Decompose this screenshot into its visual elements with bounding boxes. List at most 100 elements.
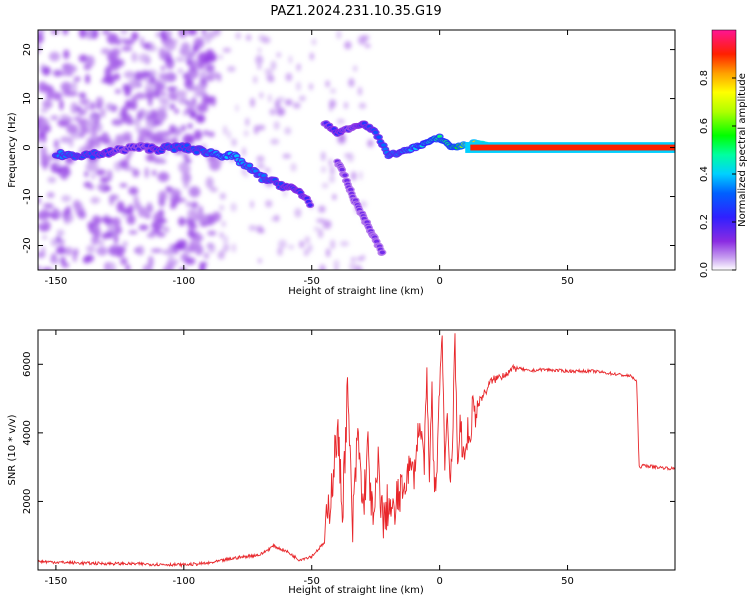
- noise-speck: [257, 258, 262, 264]
- noise-speck: [80, 126, 91, 135]
- top-y-ticks: -20 -10 0 10 20: [22, 43, 675, 254]
- noise-speck: [120, 30, 128, 35]
- noise-speck: [39, 208, 50, 220]
- noise-speck: [56, 167, 63, 173]
- noise-speck: [65, 205, 72, 216]
- noise-speck: [216, 73, 222, 82]
- noise-speck: [77, 210, 87, 220]
- snr-line: [38, 333, 675, 569]
- noise-speck: [62, 30, 69, 36]
- noise-speck: [170, 193, 176, 198]
- noise-speck: [106, 33, 119, 45]
- noise-speck: [63, 247, 74, 256]
- noise-speck: [201, 95, 213, 106]
- noise-speck: [178, 30, 188, 38]
- noise-speck: [266, 73, 274, 81]
- x-tick-label: 50: [561, 276, 574, 287]
- noise-speck: [38, 251, 46, 259]
- noise-speck: [270, 138, 280, 145]
- noise-speck: [188, 70, 198, 79]
- noise-speck: [166, 86, 178, 91]
- noise-speck: [177, 68, 184, 74]
- noise-speck: [38, 196, 41, 205]
- noise-speck: [150, 109, 158, 119]
- noise-speck: [270, 216, 275, 222]
- noise-speck: [235, 104, 239, 112]
- noise-speck: [113, 73, 121, 81]
- ridge-lower-branch-core: [374, 239, 380, 244]
- noise-speck: [189, 233, 197, 238]
- noise-speck: [140, 71, 152, 78]
- noise-speck: [56, 235, 61, 244]
- noise-speck: [132, 168, 140, 178]
- noise-speck: [151, 121, 163, 126]
- noise-speck: [40, 154, 53, 162]
- noise-speck: [172, 249, 179, 254]
- noise-speck: [158, 97, 169, 103]
- noise-speck: [194, 244, 204, 256]
- noise-speck: [120, 246, 127, 252]
- noise-speck: [261, 36, 271, 44]
- noise-speck: [86, 244, 96, 254]
- noise-speck: [339, 240, 349, 247]
- noise-speck: [40, 146, 48, 157]
- noise-speck: [92, 224, 100, 232]
- noise-speck: [107, 51, 119, 61]
- ridge-upper-branch-core: [376, 135, 382, 139]
- noise-speck: [109, 195, 115, 206]
- noise-speck: [61, 195, 72, 203]
- noise-speck: [199, 235, 204, 241]
- noise-speck: [146, 232, 156, 238]
- noise-speck: [121, 213, 127, 218]
- noise-speck: [124, 99, 133, 110]
- noise-speck: [244, 171, 248, 178]
- noise-speck: [190, 201, 199, 209]
- spectrogram-marks: [38, 30, 675, 270]
- noise-speck: [209, 187, 218, 193]
- noise-speck: [126, 114, 132, 126]
- noise-speck: [186, 50, 193, 60]
- noise-speck: [187, 123, 193, 129]
- noise-speck: [85, 105, 90, 111]
- noise-speck: [269, 108, 277, 116]
- noise-speck: [78, 30, 87, 39]
- noise-speck: [166, 259, 175, 270]
- noise-speck: [80, 109, 87, 116]
- noise-speck: [57, 119, 70, 127]
- noise-speck: [332, 193, 337, 201]
- noise-speck: [265, 200, 273, 208]
- noise-speck: [164, 30, 173, 37]
- noise-speck: [121, 46, 133, 52]
- noise-speck: [353, 65, 358, 72]
- noise-speck: [211, 211, 222, 222]
- noise-speck: [166, 62, 174, 70]
- noise-speck: [296, 64, 301, 72]
- colorbar-label: Normalized spectral amplitude: [737, 73, 748, 227]
- noise-speck: [43, 163, 48, 171]
- y-tick-label: 4000: [22, 420, 33, 445]
- noise-speck: [172, 243, 182, 251]
- ridge-main: [51, 142, 315, 209]
- noise-speck: [84, 254, 95, 263]
- noise-speck: [179, 267, 187, 270]
- noise-speck: [133, 195, 139, 207]
- noise-speck: [46, 203, 54, 210]
- ridge-lower-branch-core: [348, 187, 354, 192]
- x-tick-label: 0: [436, 276, 442, 287]
- colorbar-tick-label: 0.8: [699, 70, 710, 86]
- noise-speck: [334, 267, 338, 270]
- noise-speck: [203, 252, 210, 260]
- noise-speck: [258, 228, 265, 234]
- noise-speck: [106, 169, 113, 182]
- noise-speck: [55, 210, 62, 219]
- top-x-axis-label: Height of straight line (km): [288, 286, 424, 297]
- x-tick-label: -150: [45, 576, 68, 587]
- y-tick-label: 0: [22, 144, 33, 150]
- y-tick-label: 10: [22, 92, 33, 105]
- noise-speck: [59, 70, 71, 76]
- noise-speck: [198, 60, 205, 70]
- noise-speck: [104, 67, 112, 79]
- noise-speck: [72, 80, 78, 92]
- noise-speck: [187, 222, 198, 230]
- x-tick-label: 0: [436, 576, 442, 587]
